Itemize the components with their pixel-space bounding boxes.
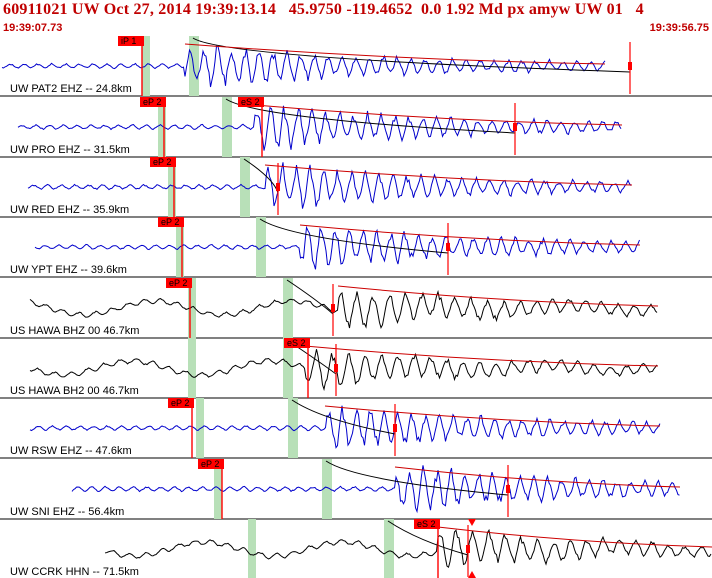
station-label: UW CCRK HHN -- 71.5km <box>10 566 139 578</box>
arrival-curve <box>225 98 516 134</box>
station-label: UW RSW EHZ -- 47.6km <box>10 445 132 457</box>
phase-pick-box[interactable] <box>198 459 224 469</box>
phase-pick-label: eP 2 <box>161 217 179 227</box>
amplitude-marker-tick <box>393 424 397 432</box>
coda-envelope-curve <box>299 224 641 246</box>
arrival-curve <box>192 37 631 73</box>
station-label: US HAWA BH2 00 46.7km <box>10 385 139 397</box>
arrival-curve <box>325 460 509 496</box>
waveform-trace <box>1 45 606 88</box>
arrival-curve <box>286 279 334 315</box>
coda-envelope-curve <box>264 164 633 186</box>
window-end-time: 19:39:56.75 <box>649 22 709 34</box>
coda-envelope-curve <box>324 405 661 427</box>
waveform-trace <box>29 349 658 392</box>
station-label: UW PRO EHZ -- 31.5km <box>10 144 130 156</box>
amplitude-marker-tick <box>513 123 517 131</box>
theoretical-s-band <box>189 36 199 96</box>
waveform-trace <box>29 289 658 330</box>
amplitude-marker-tick <box>628 62 632 70</box>
phase-pick-box[interactable] <box>150 157 176 167</box>
amplitude-marker-tick <box>276 183 280 191</box>
waveform-trace <box>29 405 661 449</box>
trace-row[interactable]: eP 2 eS 2 UW PRO EHZ -- 31.5km <box>0 97 712 158</box>
window-start-time: 19:39:07.73 <box>3 22 63 34</box>
theoretical-s-band <box>322 459 332 519</box>
trace-row[interactable]: eP 2 UW SNI EHZ -- 56.4km <box>0 459 712 520</box>
phase-pick-label: eS 2 <box>417 519 436 529</box>
station-label: UW YPT EHZ -- 39.6km <box>10 264 127 276</box>
waveform-trace <box>17 105 622 151</box>
phase-pick-label: eP 2 <box>201 459 219 469</box>
phase-pick-box[interactable] <box>414 519 440 529</box>
coda-envelope-curve <box>337 285 659 307</box>
arrival-curve <box>291 399 396 435</box>
theoretical-p-band <box>214 459 222 519</box>
theoretical-s-band <box>283 278 293 338</box>
coda-envelope-curve <box>184 43 606 65</box>
theoretical-s-band <box>256 217 266 277</box>
theoretical-p-band <box>196 398 204 458</box>
station-label: UW RED EHZ -- 35.9km <box>10 204 129 216</box>
phase-pick-box[interactable] <box>140 97 166 107</box>
phase-pick-box[interactable] <box>158 217 184 227</box>
theoretical-s-band <box>384 519 394 578</box>
waveform-trace <box>104 528 712 569</box>
theoretical-p-band <box>188 278 196 338</box>
seismogram-header: 60911021 UW Oct 27, 2014 19:39:13.14 45.… <box>0 0 712 36</box>
phase-pick-label: eS 2 <box>241 97 260 107</box>
coda-envelope-curve <box>394 466 681 488</box>
trace-row[interactable]: eP 2 UW RED EHZ -- 35.9km <box>0 157 712 218</box>
trace-row[interactable]: eS 2 UW CCRK HHN -- 71.5km <box>0 519 712 578</box>
station-label: UW SNI EHZ -- 56.4km <box>10 506 124 518</box>
arrival-curve <box>387 520 469 556</box>
trace-row[interactable]: eP 2 US HAWA BHZ 00 46.7km <box>0 278 712 339</box>
phase-pick-box[interactable] <box>118 36 144 46</box>
phase-pick-box[interactable] <box>166 278 192 288</box>
arrival-curve <box>259 218 449 254</box>
phase-pick-label: eS 2 <box>287 338 306 348</box>
phase-pick-label: eP 2 <box>143 97 161 107</box>
theoretical-s-band <box>222 97 232 157</box>
theoretical-s-band <box>283 338 293 398</box>
trace-row[interactable]: eP 2 UW RSW EHZ -- 47.6km <box>0 398 712 459</box>
pick-triangle-icon <box>468 571 476 578</box>
trace-row[interactable]: iP 1 UW PAT2 EHZ -- 24.8km <box>0 36 712 97</box>
phase-pick-box[interactable] <box>284 338 310 348</box>
waveform-trace <box>71 465 680 514</box>
seismogram-panel[interactable]: iP 1 UW PAT2 EHZ -- 24.8km eP 2 eS 2 UW PRO … <box>0 36 712 578</box>
theoretical-p-band <box>168 157 176 217</box>
amplitude-marker-tick <box>334 364 338 372</box>
pick-triangle-icon <box>468 519 476 526</box>
phase-pick-label: eP 2 <box>171 398 189 408</box>
waveform-trace <box>27 162 632 209</box>
phase-pick-box[interactable] <box>168 398 194 408</box>
amplitude-marker-tick <box>446 243 450 251</box>
station-label: UW PAT2 EHZ -- 24.8km <box>10 83 132 95</box>
amplitude-marker-tick <box>506 485 510 493</box>
trace-row[interactable]: eS 2 US HAWA BH2 00 46.7km <box>0 338 712 399</box>
amplitude-marker-tick <box>331 304 335 312</box>
theoretical-p-band <box>188 338 196 398</box>
phase-pick-label: eP 2 <box>169 278 187 288</box>
waveform-trace <box>34 225 640 270</box>
event-summary-title: 60911021 UW Oct 27, 2014 19:39:13.14 45.… <box>3 1 644 18</box>
coda-envelope-curve <box>304 345 659 367</box>
theoretical-s-band <box>288 398 298 458</box>
trace-row[interactable]: eP 2 UW YPT EHZ -- 39.6km <box>0 217 712 278</box>
coda-envelope-curve <box>254 104 623 126</box>
station-label: US HAWA BHZ 00 46.7km <box>10 325 139 337</box>
theoretical-p-band <box>248 519 256 578</box>
phase-pick-box[interactable] <box>238 97 264 107</box>
phase-pick-label: eP 2 <box>153 157 171 167</box>
theoretical-p-band <box>158 97 166 157</box>
coda-envelope-curve <box>437 526 712 548</box>
phase-pick-label: iP 1 <box>121 36 136 46</box>
amplitude-marker-tick <box>466 545 470 553</box>
